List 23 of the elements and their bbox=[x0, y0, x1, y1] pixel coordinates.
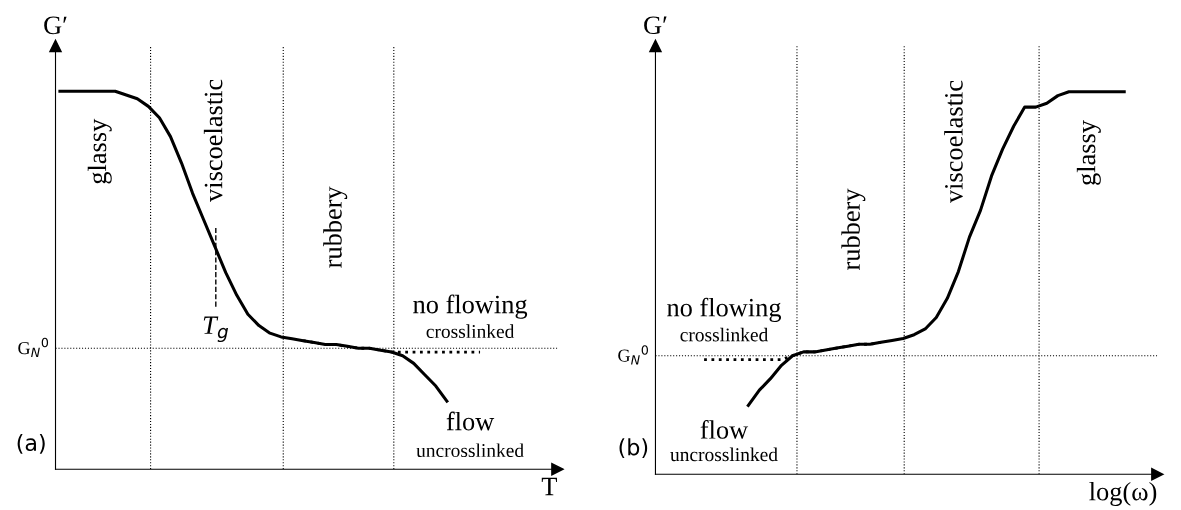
ref-line-label: G$_{N}$$^{0}$ bbox=[618, 345, 649, 365]
x-axis-title: T bbox=[541, 477, 557, 496]
annotation: rubbery bbox=[323, 186, 348, 268]
annotation: uncrosslinked bbox=[416, 443, 524, 458]
annotation: no flowing bbox=[413, 294, 528, 319]
y-axis-title: G′ bbox=[644, 16, 667, 35]
annotation: crosslinked bbox=[426, 324, 515, 339]
annotation: flow bbox=[700, 419, 749, 439]
text: (b) bbox=[619, 438, 648, 459]
annotation: flow bbox=[446, 411, 495, 431]
ref-line-label: G$_{N}$$^{0}$ bbox=[18, 337, 49, 357]
x-axis-title: log(ω) bbox=[1089, 481, 1157, 506]
annotation: uncrosslinked bbox=[670, 447, 778, 462]
y-axis-title: G′ bbox=[44, 16, 67, 35]
annotation: viscoelastic bbox=[203, 79, 223, 202]
text: (a) bbox=[17, 433, 45, 454]
annotation: viscoelastic bbox=[944, 80, 963, 204]
annotation: glassy bbox=[1076, 120, 1101, 185]
annotation: crosslinked bbox=[680, 327, 769, 342]
annotation: glassy bbox=[87, 118, 112, 184]
annotation: rubbery bbox=[841, 188, 866, 270]
annotation: T$_{g}$ bbox=[203, 316, 229, 343]
annotation: no flowing bbox=[667, 297, 782, 322]
